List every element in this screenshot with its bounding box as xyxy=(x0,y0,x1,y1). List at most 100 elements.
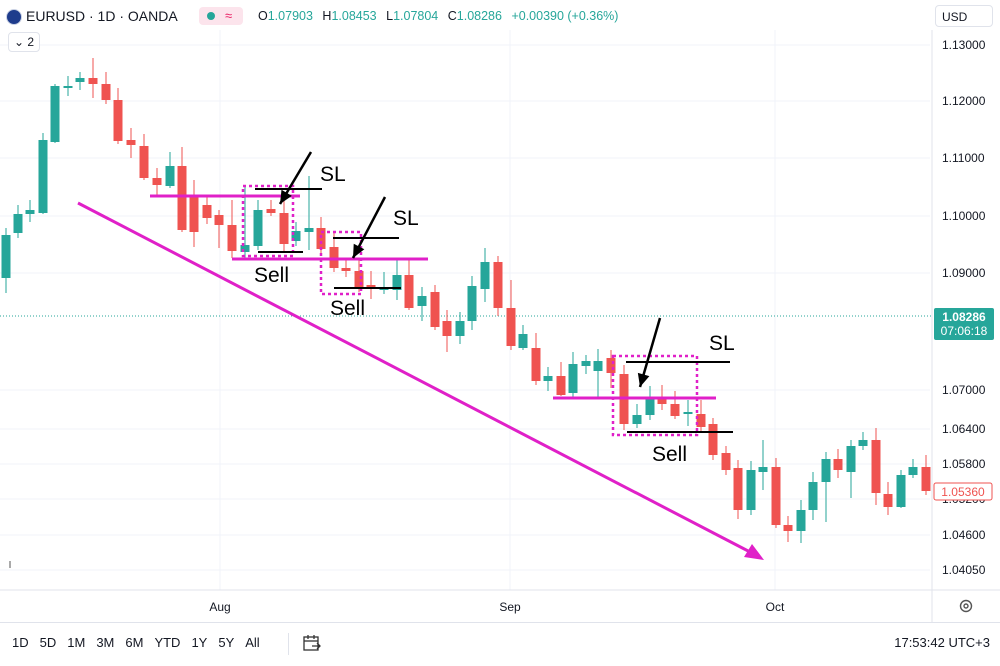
high-label: H xyxy=(322,9,332,23)
candle-body xyxy=(304,228,314,232)
market-status-dot xyxy=(207,12,215,20)
sl-label: SL xyxy=(393,207,419,230)
trend-arrow-head xyxy=(744,544,764,560)
candle-body xyxy=(721,453,731,470)
candle-body xyxy=(758,467,768,472)
range-1m[interactable]: 1M xyxy=(67,635,86,650)
open-label: O xyxy=(258,9,268,23)
current-price-label: 1.08286 xyxy=(942,310,986,324)
candle-body xyxy=(518,334,528,348)
candle-body xyxy=(455,321,465,336)
ohlc-readout: O1.07903 H1.08453 L1.07804 C1.08286 +0.0… xyxy=(258,9,618,23)
candle-body xyxy=(139,146,149,178)
indicators-toggle[interactable]: ⌄ 2 xyxy=(8,32,40,52)
candle-body xyxy=(593,361,603,371)
candle-body xyxy=(808,482,818,510)
candle-body xyxy=(88,78,98,84)
candle-body xyxy=(392,275,402,290)
currency-selector[interactable]: USD xyxy=(935,5,993,27)
price-tick-label: 1.04600 xyxy=(942,528,986,542)
candle-body xyxy=(493,262,503,308)
close-label: C xyxy=(447,9,457,23)
time-axis-label: Oct xyxy=(766,600,785,614)
candle-body xyxy=(202,205,212,218)
range-3m[interactable]: 3M xyxy=(96,635,115,650)
candle-body xyxy=(38,140,48,213)
candle-body xyxy=(606,358,616,373)
candle-body xyxy=(341,268,351,271)
candle-body xyxy=(177,166,187,230)
sl-label: SL xyxy=(320,163,346,186)
candle-body xyxy=(63,86,73,88)
open-value: 1.07903 xyxy=(267,9,313,23)
candle-body xyxy=(506,308,516,346)
change-value: +0.00390 (+0.36%) xyxy=(511,9,619,23)
candle-body xyxy=(568,364,578,393)
range-5d[interactable]: 5D xyxy=(39,635,57,650)
candle-body xyxy=(908,467,918,475)
candle-body xyxy=(101,84,111,100)
candle-body xyxy=(316,228,326,249)
flag-icon xyxy=(6,9,22,25)
candle-body xyxy=(670,404,680,416)
range-buttons: 1D 5D 1M 3M 6M YTD 1Y 5Y All xyxy=(12,635,271,650)
marker-price-label: 1.05360 xyxy=(941,485,985,499)
range-6m[interactable]: 6M xyxy=(125,635,144,650)
indicator-badge[interactable]: ≈ xyxy=(199,7,243,25)
candle-body xyxy=(253,210,263,246)
candle-body xyxy=(279,213,289,244)
candle-body xyxy=(214,215,224,225)
candle-body xyxy=(896,475,906,507)
entry-zone-box xyxy=(241,184,295,258)
candle-body xyxy=(733,468,743,510)
candle-body xyxy=(833,459,843,470)
candle-body xyxy=(480,262,490,289)
candle-body xyxy=(771,467,781,525)
candle-body xyxy=(632,415,642,424)
candle-body xyxy=(783,525,793,531)
price-tick-label: 1.13000 xyxy=(942,38,986,52)
candle-body xyxy=(883,494,893,507)
price-tick-label: 1.05800 xyxy=(942,457,986,471)
clock-timezone[interactable]: 17:53:42 UTC+3 xyxy=(894,635,990,650)
candle-body xyxy=(354,271,364,287)
candle-body xyxy=(291,231,301,241)
calendar-range-icon[interactable] xyxy=(302,633,322,653)
candle-body xyxy=(165,166,175,186)
candle-body xyxy=(25,210,35,214)
candle-body xyxy=(189,196,199,232)
range-1y[interactable]: 1Y xyxy=(191,635,208,650)
price-tick-label: 1.12000 xyxy=(942,94,986,108)
range-ytd[interactable]: YTD xyxy=(154,635,181,650)
bottom-toolbar: 1D 5D 1M 3M 6M YTD 1Y 5Y All 17:53:42 UT… xyxy=(0,622,1000,666)
candle-body xyxy=(75,78,85,82)
time-axis-label: Sep xyxy=(499,600,521,614)
toolbar-divider xyxy=(288,633,289,655)
range-1d[interactable]: 1D xyxy=(12,635,29,650)
countdown-label: 07:06:18 xyxy=(941,324,988,338)
range-all[interactable]: All xyxy=(245,635,260,650)
candle-body xyxy=(442,321,452,336)
indicator-count: 2 xyxy=(27,35,35,49)
range-5y[interactable]: 5Y xyxy=(218,635,235,650)
candle-body xyxy=(467,286,477,321)
time-axis-label: Aug xyxy=(209,600,230,614)
candle-body xyxy=(645,398,655,415)
candle-body xyxy=(683,412,693,414)
pointer-arrow-head xyxy=(280,189,292,204)
sl-label: SL xyxy=(709,332,735,355)
candle-body xyxy=(417,296,427,306)
sell-label: Sell xyxy=(652,443,687,466)
settings-gear-icon[interactable] xyxy=(958,598,974,614)
candle-body xyxy=(113,100,123,141)
pointer-arrow-head xyxy=(637,372,650,387)
candle-body xyxy=(531,348,541,381)
candle-body xyxy=(871,440,881,493)
symbol-title[interactable]: EURUSD · 1D · OANDA xyxy=(26,8,178,24)
candle-body xyxy=(430,292,440,327)
candle-body xyxy=(821,459,831,482)
candle-body xyxy=(556,376,566,395)
candle-body xyxy=(657,398,667,404)
trend-arrow-line xyxy=(77,201,753,555)
